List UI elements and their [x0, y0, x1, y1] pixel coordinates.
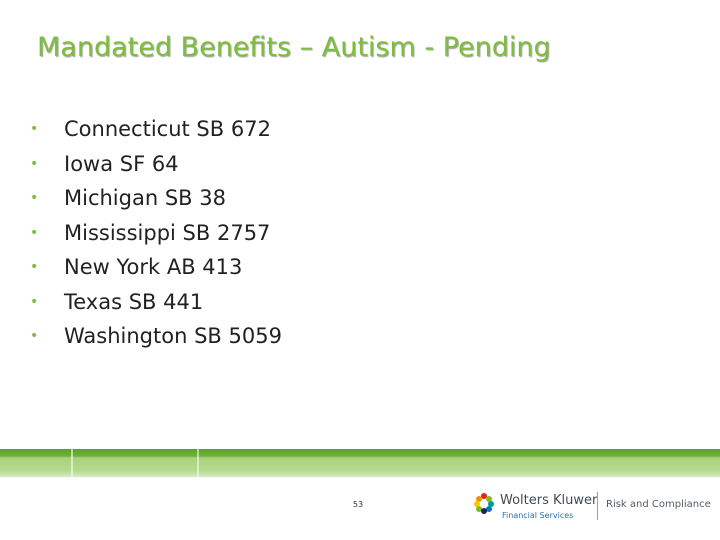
list-item-label: Iowa SF 64 — [64, 151, 179, 176]
band-divider — [71, 449, 73, 477]
list-item: • New York AB 413 — [30, 250, 282, 285]
bullet-icon: • — [30, 121, 39, 137]
footer-band — [0, 449, 720, 477]
bullet-icon: • — [30, 224, 39, 241]
list-item-label: Texas SB 441 — [64, 289, 204, 314]
logo-separator — [597, 492, 598, 520]
bullet-icon: • — [30, 155, 39, 172]
list-item: • Iowa SF 64 — [30, 147, 282, 182]
list-item-label: Washington SB 5059 — [64, 324, 282, 348]
slide-title: Mandated Benefits – Autism - Pending — [37, 32, 551, 63]
bullet-icon: • — [30, 259, 39, 275]
logo-division: Risk and Compliance — [606, 499, 711, 510]
footer-area — [0, 477, 720, 540]
bullet-list: • Connecticut SB 672 • Iowa SF 64 • Mich… — [30, 112, 282, 354]
page-number: 53 — [352, 500, 364, 509]
list-item-label: Connecticut SB 672 — [64, 117, 271, 141]
list-item: • Connecticut SB 672 — [30, 112, 282, 147]
wolters-kluwer-logo-icon — [474, 493, 494, 514]
list-item: • Texas SB 441 — [30, 285, 282, 320]
list-item-label: New York AB 413 — [64, 255, 243, 279]
list-item: • Mississippi SB 2757 — [30, 216, 282, 251]
bullet-icon: • — [30, 328, 39, 344]
band-divider — [197, 449, 199, 477]
list-item-label: Michigan SB 38 — [64, 186, 226, 210]
bullet-icon: • — [30, 190, 39, 206]
logo-subtitle: Financial Services — [502, 511, 574, 520]
list-item: • Michigan SB 38 — [30, 181, 282, 216]
list-item: • Washington SB 5059 — [30, 319, 282, 354]
company-logo: Wolters Kluwer Financial Services Risk a… — [473, 490, 711, 524]
list-item-label: Mississippi SB 2757 — [64, 220, 271, 245]
bullet-icon: • — [30, 293, 39, 310]
logo-company-name: Wolters Kluwer — [500, 493, 598, 508]
